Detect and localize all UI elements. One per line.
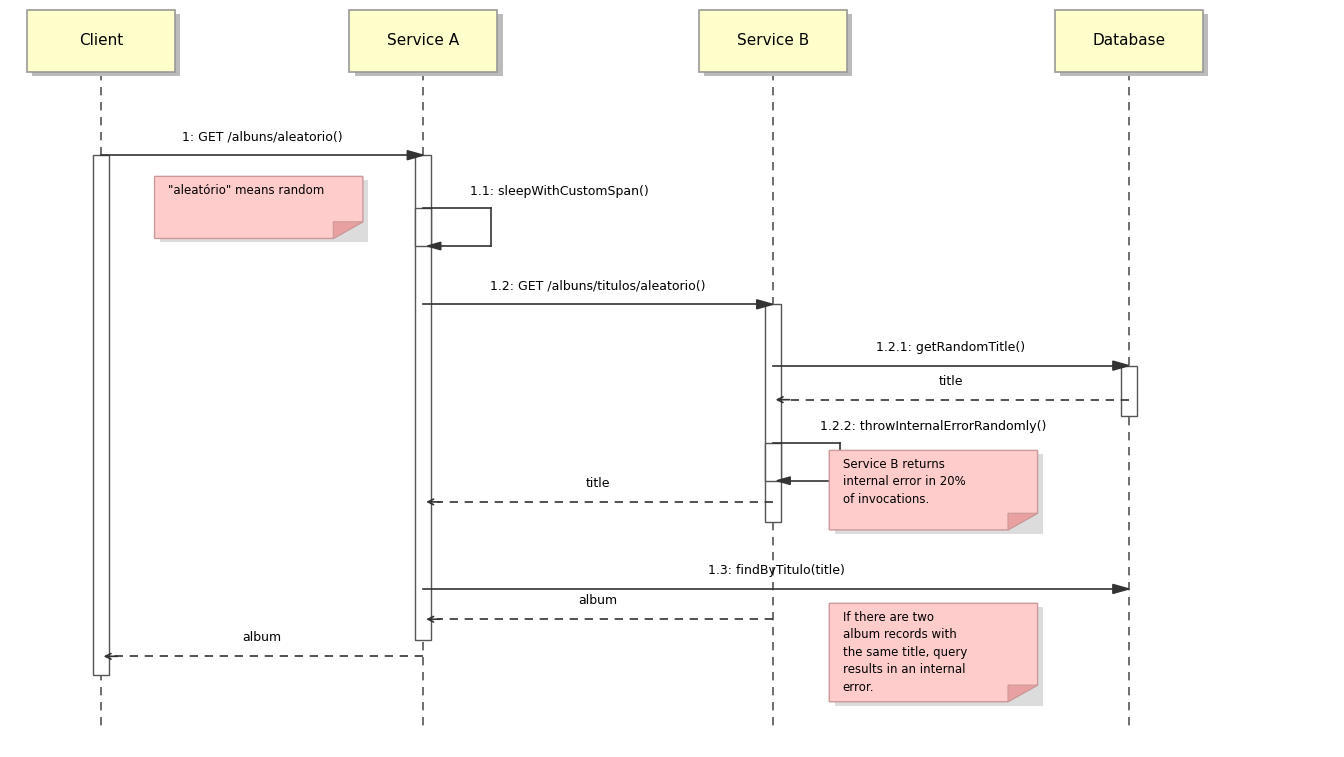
- FancyBboxPatch shape: [835, 454, 1043, 534]
- Text: Database: Database: [1093, 33, 1165, 48]
- Text: Client: Client: [79, 33, 122, 48]
- Polygon shape: [407, 151, 423, 160]
- Text: 1.2.2: throwInternalErrorRandomly(): 1.2.2: throwInternalErrorRandomly(): [820, 420, 1046, 433]
- Text: title: title: [586, 477, 610, 490]
- FancyBboxPatch shape: [160, 180, 368, 242]
- Text: If there are two
album records with
the same title, query
results in an internal: If there are two album records with the …: [843, 611, 968, 694]
- FancyBboxPatch shape: [355, 14, 503, 76]
- FancyBboxPatch shape: [415, 208, 431, 246]
- Polygon shape: [1008, 685, 1038, 702]
- FancyBboxPatch shape: [835, 607, 1043, 706]
- Text: Service B: Service B: [737, 33, 809, 48]
- Text: 1.3: findByTitulo(title): 1.3: findByTitulo(title): [708, 564, 844, 577]
- Text: Service A: Service A: [387, 33, 460, 48]
- Polygon shape: [155, 176, 363, 238]
- Text: "aleatório" means random: "aleatório" means random: [168, 184, 324, 197]
- FancyBboxPatch shape: [93, 155, 109, 675]
- FancyBboxPatch shape: [765, 304, 781, 522]
- FancyBboxPatch shape: [415, 155, 431, 640]
- Polygon shape: [333, 222, 363, 238]
- Text: album: album: [242, 631, 282, 644]
- Polygon shape: [1113, 584, 1129, 593]
- Text: 1.2: GET /albuns/titulos/aleatorio(): 1.2: GET /albuns/titulos/aleatorio(): [491, 279, 706, 292]
- FancyBboxPatch shape: [27, 10, 175, 72]
- FancyBboxPatch shape: [765, 443, 781, 481]
- Polygon shape: [427, 242, 441, 250]
- FancyBboxPatch shape: [349, 10, 497, 72]
- Polygon shape: [1113, 361, 1129, 370]
- Polygon shape: [1008, 513, 1038, 530]
- Text: title: title: [938, 375, 964, 388]
- Polygon shape: [777, 477, 790, 484]
- FancyBboxPatch shape: [32, 14, 180, 76]
- FancyBboxPatch shape: [1121, 366, 1137, 416]
- Polygon shape: [757, 300, 773, 309]
- Text: 1: GET /albuns/aleatorio(): 1: GET /albuns/aleatorio(): [181, 130, 343, 143]
- Polygon shape: [829, 603, 1038, 702]
- FancyBboxPatch shape: [1055, 10, 1203, 72]
- FancyBboxPatch shape: [699, 10, 847, 72]
- FancyBboxPatch shape: [704, 14, 852, 76]
- Polygon shape: [829, 450, 1038, 530]
- Text: 1.2.1: getRandomTitle(): 1.2.1: getRandomTitle(): [876, 341, 1025, 354]
- Text: 1.1: sleepWithCustomSpan(): 1.1: sleepWithCustomSpan(): [470, 185, 649, 198]
- Text: Service B returns
internal error in 20%
of invocations.: Service B returns internal error in 20% …: [843, 458, 965, 506]
- Text: album: album: [578, 594, 618, 607]
- FancyBboxPatch shape: [1060, 14, 1208, 76]
